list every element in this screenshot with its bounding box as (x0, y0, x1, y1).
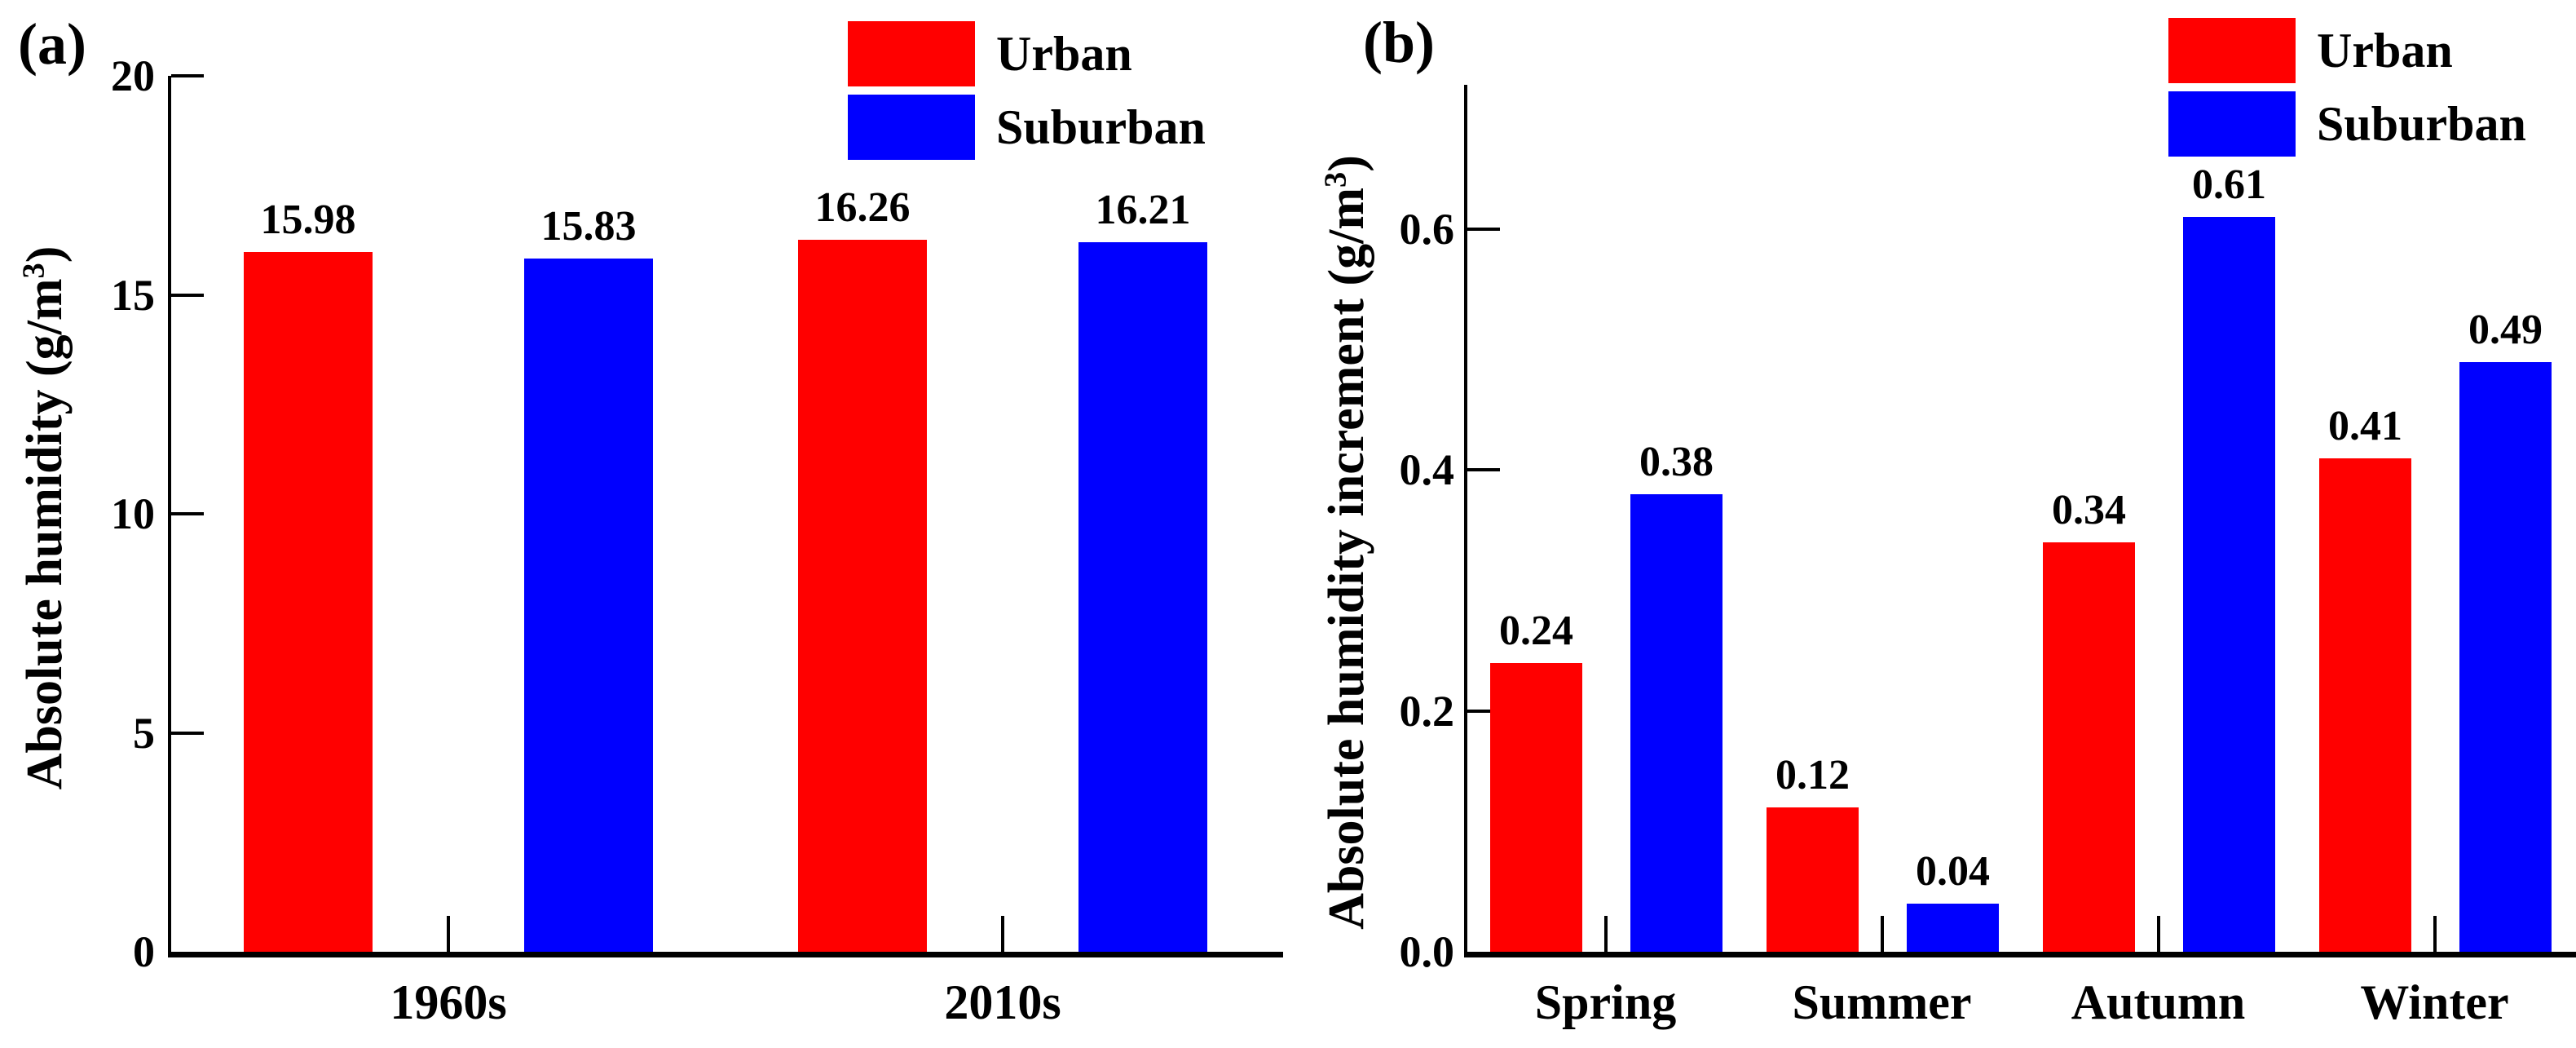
panel-a-y-axis-title-close: ) (17, 245, 73, 263)
suburban-legend-label: Suburban (996, 100, 1206, 154)
panel-a-label: (a) (18, 11, 86, 77)
b-suburban-bar (2183, 217, 2275, 952)
b-y-tick (1467, 468, 1500, 472)
panel-b-legend: Urban Suburban (2168, 18, 2526, 157)
a-y-tick (171, 731, 204, 735)
b-y-tick-label: 0.0 (1399, 927, 1455, 976)
b-suburban-bar (1630, 493, 1722, 952)
b-x-category-label: Autumn (2071, 975, 2246, 1029)
b-y-tick (1467, 228, 1500, 232)
b-x-category-label: Summer (1792, 975, 1972, 1029)
b-bar-value-label: 0.61 (2192, 161, 2266, 209)
panel-a-y-axis-title-superscript: 3 (16, 263, 51, 279)
a-bar-value-label: 16.26 (814, 184, 911, 231)
b-x-tick (1603, 916, 1608, 952)
b-bar-value-label: 0.41 (2328, 402, 2402, 449)
a-y-tick-label: 15 (111, 270, 155, 320)
panel-b-y-axis-title: Absolute humidity increment (g/m3) (1314, 37, 1379, 1048)
b-x-category-label: Winter (2360, 975, 2509, 1029)
b-x-tick (1880, 916, 1884, 952)
a-x-category-label: 1960s (390, 975, 507, 1029)
a-y-tick-label: 20 (111, 51, 155, 100)
b-x-tick (2433, 916, 2437, 952)
panel-b-y-axis-title-close: ) (1319, 155, 1374, 172)
panel-a-legend: Urban Suburban (848, 21, 1206, 160)
b-urban-bar (1767, 807, 1859, 952)
a-suburban-bar (1078, 241, 1207, 952)
b-y-axis (1464, 85, 1467, 957)
panel-b-y-axis-title-superscript: 3 (1318, 171, 1353, 188)
panel-a-y-axis-title: Absolute humidity (g/m3) (12, 12, 77, 1024)
suburban-legend-swatch (848, 95, 975, 160)
a-y-tick (171, 293, 204, 297)
b-urban-bar (2043, 542, 2135, 952)
a-y-tick-label: 5 (133, 708, 155, 758)
a-bar-value-label: 15.98 (260, 196, 356, 243)
a-x-axis (168, 952, 1283, 957)
panel-a-legend-item-suburban: Suburban (848, 95, 1206, 160)
b-x-tick (2156, 916, 2160, 952)
a-urban-bar (244, 251, 373, 952)
b-bar-value-label: 0.49 (2468, 306, 2543, 353)
b-urban-bar (2319, 458, 2411, 952)
b-y-tick-label: 0.4 (1399, 445, 1455, 495)
a-y-axis (168, 76, 171, 957)
b-bar-value-label: 0.34 (2052, 487, 2126, 534)
b-y-tick (1467, 709, 1500, 713)
a-bar-value-label: 16.21 (1095, 186, 1191, 233)
b-urban-bar (1490, 662, 1582, 952)
a-x-tick (1001, 916, 1004, 952)
urban-legend-label: Urban (996, 27, 1132, 81)
b-bar-value-label: 0.38 (1639, 438, 1714, 485)
b-x-axis (1464, 952, 2576, 957)
b-y-tick-label: 0.6 (1399, 205, 1455, 254)
a-y-tick (171, 74, 204, 77)
panel-b-label: (b) (1363, 10, 1435, 75)
panel-b-legend-item-urban: Urban (2168, 18, 2526, 83)
b-bar-value-label: 0.24 (1499, 607, 1573, 654)
b-x-category-label: Spring (1534, 975, 1677, 1029)
urban-legend-swatch (2168, 18, 2296, 83)
panel-a-legend-item-urban: Urban (848, 21, 1206, 86)
panel-a-y-axis-title-text: Absolute humidity (g/m (17, 278, 73, 790)
a-bar-value-label: 15.83 (540, 202, 637, 250)
a-urban-bar (798, 239, 927, 952)
a-y-tick-label: 10 (111, 489, 155, 538)
panel-b-legend-item-suburban: Suburban (2168, 91, 2526, 157)
b-bar-value-label: 0.12 (1775, 751, 1850, 798)
b-suburban-bar (1907, 903, 1999, 952)
suburban-legend-label: Suburban (2317, 97, 2526, 151)
b-suburban-bar (2459, 361, 2552, 952)
b-bar-value-label: 0.04 (1916, 847, 1990, 895)
a-y-tick (171, 512, 204, 515)
urban-legend-label: Urban (2317, 24, 2453, 77)
a-y-tick-label: 0 (133, 927, 155, 976)
urban-legend-swatch (848, 21, 975, 86)
b-y-tick-label: 0.2 (1399, 686, 1455, 736)
panel-b-y-axis-title-text: Absolute humidity increment (g/m (1319, 187, 1374, 930)
suburban-legend-swatch (2168, 91, 2296, 157)
a-suburban-bar (524, 258, 653, 952)
a-x-tick (447, 916, 450, 952)
a-x-category-label: 2010s (944, 975, 1061, 1029)
